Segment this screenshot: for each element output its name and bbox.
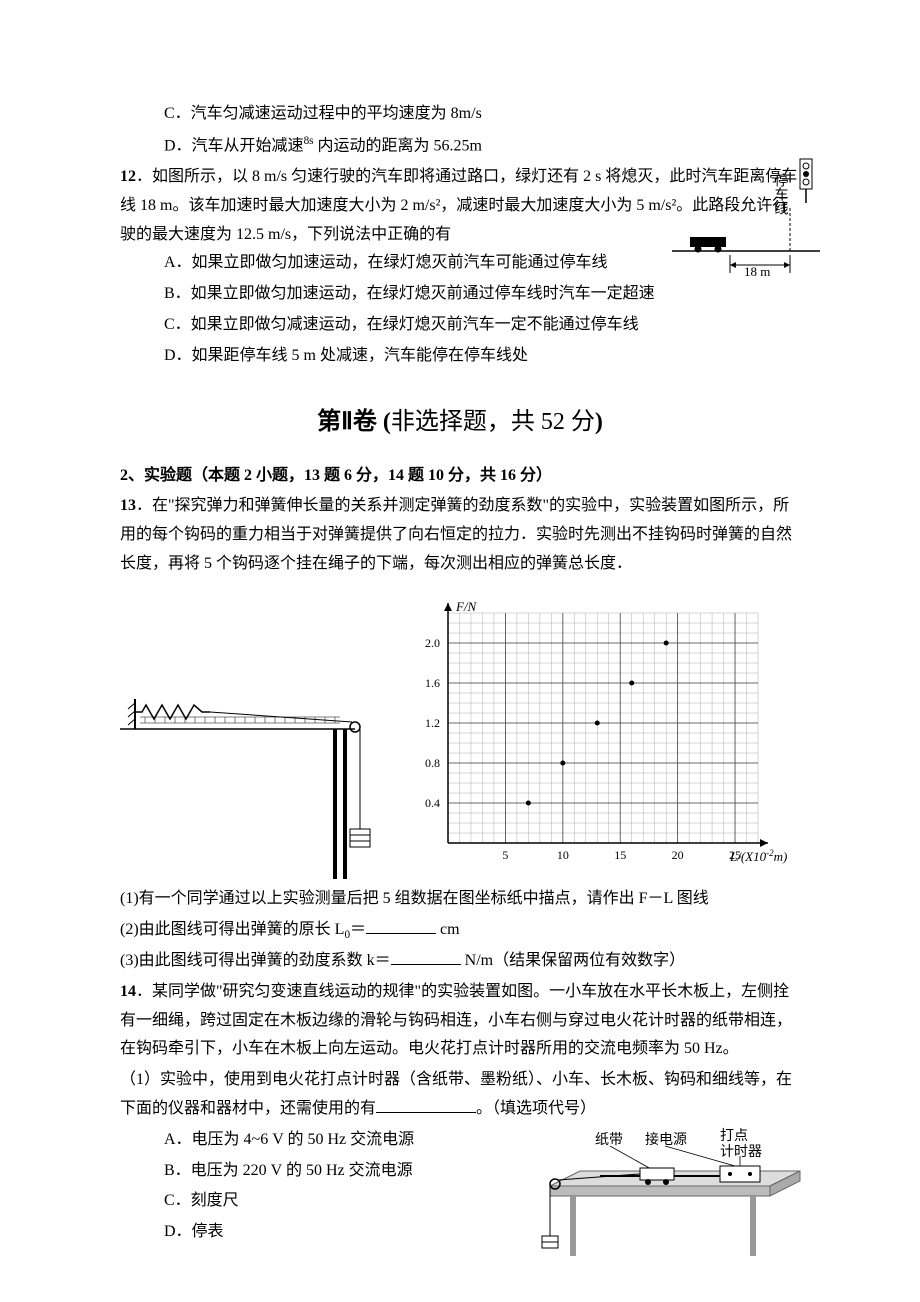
svg-text:L/(X10-2m): L/(X10-2m) (729, 848, 787, 864)
svg-text:5: 5 (502, 848, 508, 862)
q14-blank-1[interactable] (376, 1095, 476, 1113)
svg-text:停车线: 停车线 (773, 172, 789, 215)
svg-text:15: 15 (614, 848, 626, 862)
q13-sub1: (1)有一个同学通过以上实验测量后把 5 组数据在图坐标纸中描点，请作出 F－L… (120, 885, 800, 914)
q12-option-b: B．如果立即做匀加速运动，在绿灯熄灭前通过停车线时汽车一定超速 (120, 280, 800, 309)
svg-text:2.0: 2.0 (425, 636, 440, 650)
svg-text:纸带: 纸带 (595, 1132, 623, 1148)
q13-sub3-post: N/m（结果保留两位有效数字） (461, 952, 685, 969)
q13-sub2-post: cm (436, 921, 460, 938)
q12-number: 12 (120, 168, 136, 185)
q13-sub2-pre: (2)由此图线可得出弹簧的原长 L (120, 921, 344, 938)
q13-blank-2[interactable] (391, 947, 461, 965)
q11-d-sup: 8s (304, 135, 314, 147)
q13-stem: ．在"探究弹力和弹簧伸长量的关系并测定弹簧的劲度系数"的实验中，实验装置如图所示… (120, 497, 792, 572)
q11-option-c: C．汽车匀减速运动过程中的平均速度为 8m/s (120, 100, 800, 129)
svg-text:1.6: 1.6 (425, 676, 440, 690)
q14-figure: 纸带 接电源 打点 计时器 (540, 1126, 820, 1266)
q12-container: 停车线 18 m 12．如图所示，以 8 m/s 匀速行驶的汽车即将通过路口，绿… (120, 163, 800, 249)
svg-text:0.8: 0.8 (425, 756, 440, 770)
svg-text:10: 10 (557, 848, 569, 862)
q13-sub3: (3)由此图线可得出弹簧的劲度系数 k＝ N/m（结果保留两位有效数字） (120, 947, 800, 976)
q13-sub2-mid: ＝ (350, 921, 366, 938)
q11-d-post: 内运动的距离为 56.25m (314, 137, 482, 154)
sec2-mid: 非选择题，共 52 分 (391, 409, 595, 435)
q13-spring-figure (120, 649, 380, 879)
svg-text:0.4: 0.4 (425, 796, 440, 810)
q14-sub1: （1）实验中，使用到电火花打点计时器（含纸带、墨粉纸）、小车、长木板、钩码和细线… (120, 1066, 800, 1124)
q12-option-c: C．如果立即做匀减速运动，在绿灯熄灭前汽车一定不能通过停车线 (120, 311, 800, 340)
q14-stem: ．某同学做"研究匀变速直线运动的规律"的实验装置如图。一小车放在水平长木板上，左… (120, 983, 792, 1058)
svg-text:接电源: 接电源 (645, 1131, 687, 1148)
q13-stem-wrap: 13．在"探究弹力和弹簧伸长量的关系并测定弹簧的劲度系数"的实验中，实验装置如图… (120, 492, 800, 578)
q12-dist-label: 18 m (744, 264, 770, 279)
svg-text:F/N: F/N (455, 599, 478, 614)
q12-figure: 停车线 18 m (672, 153, 820, 283)
svg-text:打点: 打点 (720, 1127, 748, 1144)
section-2-title: 第Ⅱ卷 (非选择题，共 52 分) (120, 401, 800, 444)
q14-stem-wrap: 14．某同学做"研究匀变速直线运动的规律"的实验装置如图。一小车放在水平长木板上… (120, 978, 800, 1064)
part2-header: 2、实验题（本题 2 小题，13 题 6 分，14 题 10 分，共 16 分） (120, 462, 800, 491)
q13-sub2: (2)由此图线可得出弹簧的原长 L0＝ cm (120, 916, 800, 945)
svg-text:1.2: 1.2 (425, 716, 440, 730)
q14-options-fig-wrap: 纸带 接电源 打点 计时器 (120, 1126, 800, 1247)
sec2-left: 第Ⅱ卷 ( (317, 409, 391, 435)
sec2-right: ) (595, 409, 603, 435)
q13-blank-1[interactable] (366, 916, 436, 934)
svg-text:20: 20 (672, 848, 684, 862)
svg-text:计时器: 计时器 (720, 1144, 762, 1160)
q13-number: 13 (120, 497, 136, 514)
q13-figures: 5101520250.40.81.21.62.0F/NL/(X10-2m) (120, 589, 800, 879)
q14-number: 14 (120, 983, 136, 1000)
q12-option-d: D．如果距停车线 5 m 处减速，汽车能停在停车线处 (120, 342, 800, 371)
q14-sub1-post: 。（填选项代号） (476, 1100, 596, 1117)
q11-d-pre: D．汽车从开始减速 (164, 137, 304, 154)
q13-sub3-pre: (3)由此图线可得出弹簧的劲度系数 k＝ (120, 952, 391, 969)
q13-chart: 5101520250.40.81.21.62.0F/NL/(X10-2m) (400, 589, 790, 879)
